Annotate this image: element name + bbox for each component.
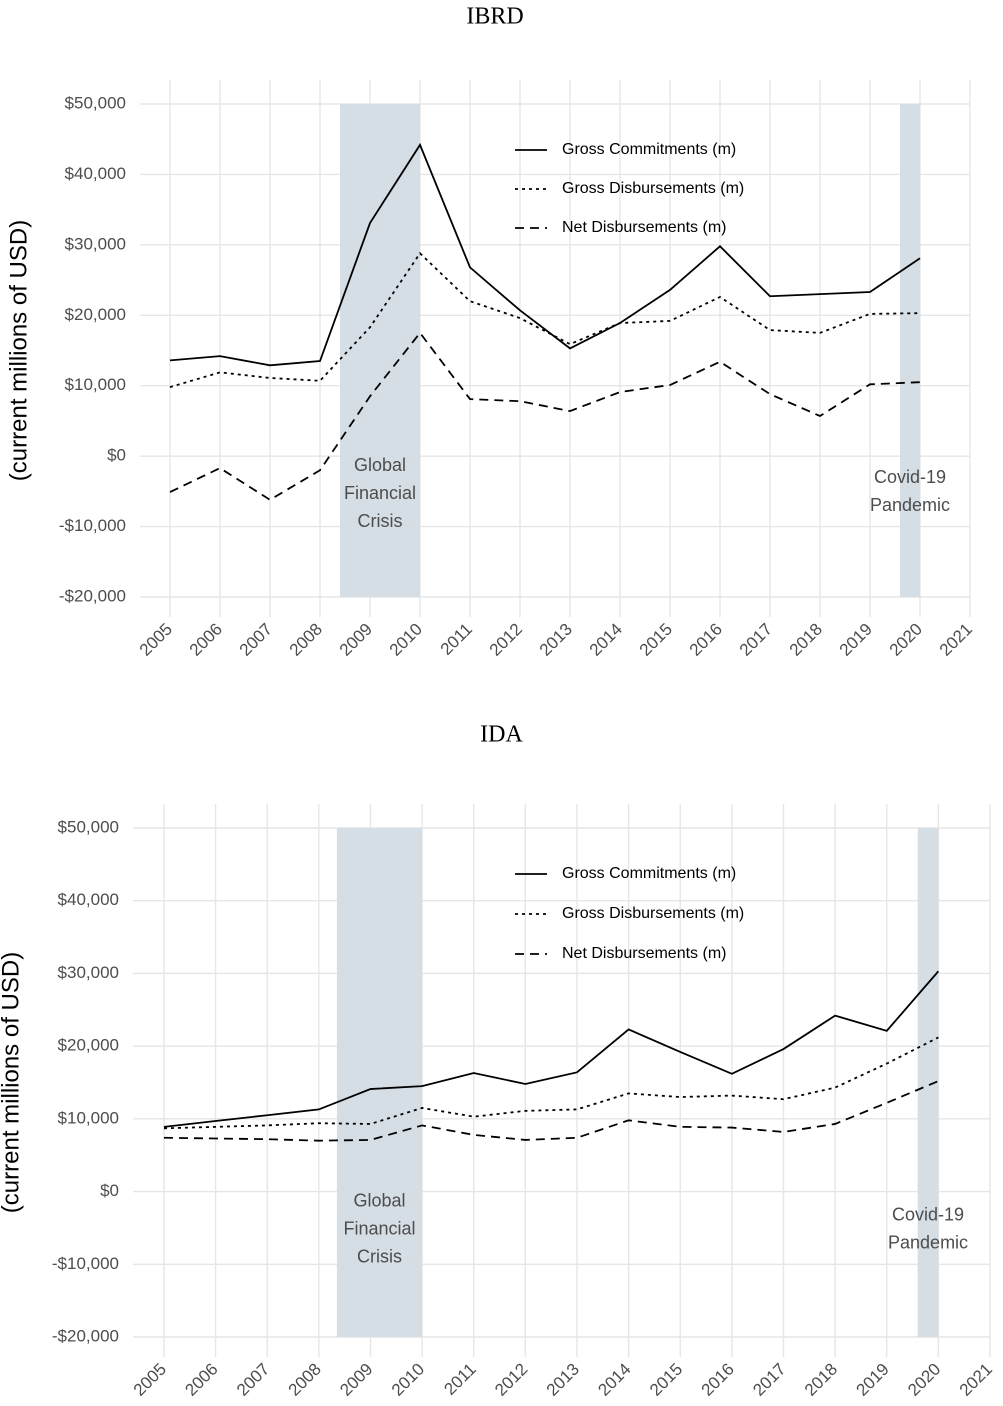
event-span bbox=[917, 828, 939, 1337]
legend-label: Net Disbursements (m) bbox=[562, 945, 726, 962]
series-line bbox=[169, 251, 921, 388]
span-label: Financial bbox=[344, 483, 416, 503]
y-tick-label: $0 bbox=[107, 446, 126, 465]
y-tick-label: $40,000 bbox=[58, 890, 119, 909]
x-tick-label: 2008 bbox=[286, 620, 326, 660]
x-tick-label: 2005 bbox=[130, 1360, 170, 1400]
x-tick-label: 2015 bbox=[646, 1360, 686, 1400]
span-label: Covid-19 bbox=[892, 1204, 964, 1224]
x-tick-label: 2019 bbox=[836, 620, 876, 660]
y-tick-label: $10,000 bbox=[65, 375, 126, 394]
x-tick-label: 2018 bbox=[801, 1360, 841, 1400]
x-tick-label: 2010 bbox=[386, 620, 426, 660]
x-tick-label: 2009 bbox=[336, 1360, 376, 1400]
span-label: Global bbox=[354, 1190, 406, 1210]
span-label: Financial bbox=[343, 1218, 415, 1238]
span-label: Pandemic bbox=[888, 1232, 968, 1252]
event-span bbox=[900, 104, 920, 597]
y-axis-label: (current millions of USD) bbox=[0, 952, 24, 1213]
x-tick-label: 2011 bbox=[437, 620, 476, 659]
x-tick-label: 2013 bbox=[543, 1360, 583, 1400]
x-tick-label: 2020 bbox=[886, 620, 926, 660]
x-tick-label: 2009 bbox=[336, 620, 376, 660]
chart-title: IBRD bbox=[466, 4, 523, 30]
span-label: Pandemic bbox=[870, 495, 950, 515]
x-tick-label: 2011 bbox=[440, 1360, 479, 1399]
x-tick-label: 2005 bbox=[136, 620, 176, 660]
legend-label: Net Disbursements (m) bbox=[562, 219, 726, 236]
x-tick-label: 2012 bbox=[491, 1360, 531, 1400]
y-tick-label: $30,000 bbox=[58, 963, 119, 982]
y-tick-label: $20,000 bbox=[58, 1036, 119, 1055]
x-tick-label: 2019 bbox=[853, 1360, 893, 1400]
x-tick-label: 2012 bbox=[486, 620, 526, 660]
span-label: Crisis bbox=[358, 511, 403, 531]
y-tick-label: -$10,000 bbox=[52, 1254, 119, 1273]
legend-label: Gross Disbursements (m) bbox=[562, 905, 744, 922]
x-tick-label: 2018 bbox=[786, 620, 826, 660]
x-tick-label: 2014 bbox=[594, 1360, 634, 1400]
y-tick-label: $40,000 bbox=[65, 164, 126, 183]
x-tick-label: 2008 bbox=[285, 1360, 325, 1400]
x-tick-label: 2013 bbox=[536, 620, 576, 660]
x-tick-label: 2020 bbox=[904, 1360, 944, 1400]
x-tick-label: 2021 bbox=[936, 620, 976, 660]
series-line bbox=[163, 1080, 939, 1142]
x-tick-label: 2016 bbox=[698, 1360, 738, 1400]
x-tick-label: 2007 bbox=[233, 1360, 273, 1400]
legend-label: Gross Disbursements (m) bbox=[562, 180, 744, 197]
y-tick-label: -$20,000 bbox=[52, 1326, 119, 1345]
series-line bbox=[169, 142, 921, 367]
x-tick-label: 2006 bbox=[186, 620, 226, 660]
legend-label: Gross Commitments (m) bbox=[562, 141, 736, 158]
span-label: Crisis bbox=[357, 1246, 402, 1266]
x-tick-label: 2006 bbox=[181, 1360, 221, 1400]
y-tick-label: $10,000 bbox=[58, 1108, 119, 1127]
x-tick-label: 2017 bbox=[736, 620, 776, 660]
x-tick-label: 2015 bbox=[636, 620, 676, 660]
series-line bbox=[163, 970, 940, 1128]
x-tick-label: 2016 bbox=[686, 620, 726, 660]
y-tick-label: $20,000 bbox=[65, 305, 126, 324]
span-label: Global bbox=[354, 455, 406, 475]
chart-title: IDA bbox=[480, 722, 523, 748]
y-tick-label: -$20,000 bbox=[59, 586, 126, 605]
y-tick-label: $30,000 bbox=[65, 234, 126, 253]
y-tick-label: $0 bbox=[100, 1181, 119, 1200]
x-tick-label: 2021 bbox=[956, 1360, 996, 1400]
y-tick-label: $50,000 bbox=[58, 817, 119, 836]
x-tick-label: 2007 bbox=[236, 620, 276, 660]
x-tick-label: 2017 bbox=[749, 1360, 789, 1400]
y-axis-label: (current millions of USD) bbox=[5, 220, 32, 481]
event-span bbox=[336, 828, 423, 1337]
series-line bbox=[169, 331, 921, 501]
series-line bbox=[163, 1036, 939, 1130]
span-label: Covid-19 bbox=[874, 467, 946, 487]
x-tick-label: 2014 bbox=[586, 620, 626, 660]
y-tick-label: $50,000 bbox=[65, 93, 126, 112]
legend-label: Gross Commitments (m) bbox=[562, 865, 736, 882]
y-tick-label: -$10,000 bbox=[59, 516, 126, 535]
x-tick-label: 2010 bbox=[388, 1360, 428, 1400]
